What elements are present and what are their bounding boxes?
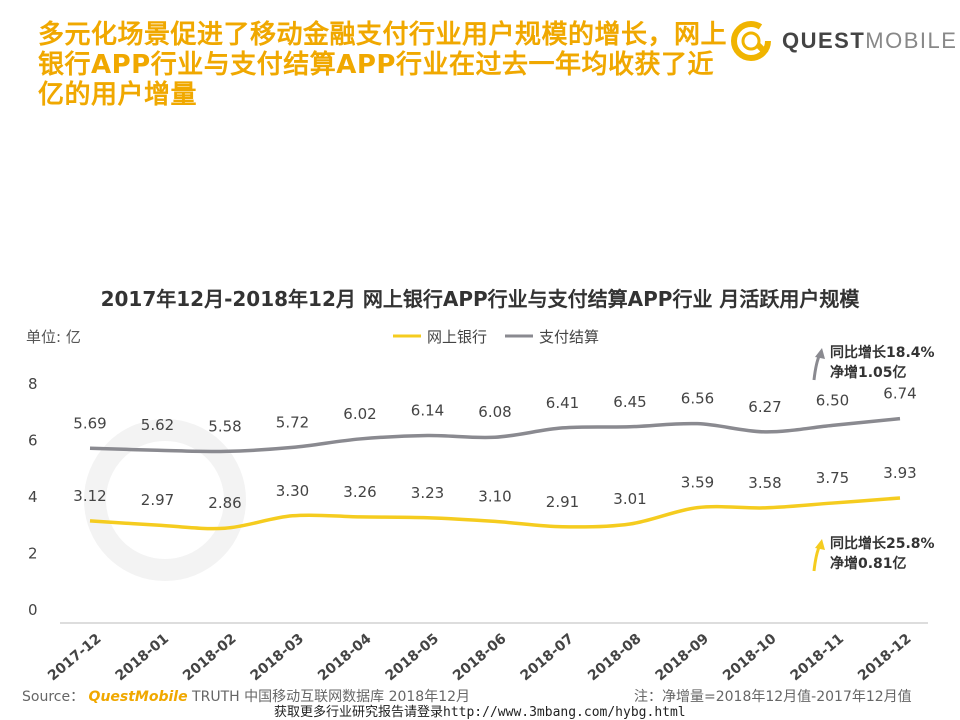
data-label: 3.23 <box>411 484 444 502</box>
y-tick-label: 2 <box>28 545 38 563</box>
watermark-ring <box>84 419 246 581</box>
data-label: 3.26 <box>343 483 376 501</box>
annotation-net: 净增1.05亿 <box>830 364 907 381</box>
x-tick-label: 2018-09 <box>653 631 713 685</box>
y-tick-label: 8 <box>28 375 38 393</box>
unit-label: 单位: 亿 <box>26 328 81 346</box>
data-label: 6.50 <box>816 391 849 409</box>
report-link[interactable]: 获取更多行业研究报告请登录http://www.3mbang.com/hybg.… <box>274 705 686 720</box>
data-label: 3.12 <box>73 487 106 505</box>
series-line <box>89 496 901 531</box>
x-tick-label: 2018-03 <box>248 631 308 685</box>
y-tick-label: 4 <box>28 488 38 506</box>
data-label: 6.74 <box>883 385 916 403</box>
legend-label: 支付结算 <box>539 328 599 346</box>
data-label: 2.91 <box>546 493 579 511</box>
data-label: 6.41 <box>546 394 579 412</box>
data-label: 6.14 <box>411 402 444 420</box>
data-label: 5.62 <box>141 416 174 434</box>
data-label: 3.01 <box>613 490 646 508</box>
series-line <box>89 416 901 454</box>
data-label: 6.45 <box>613 393 646 411</box>
data-label: 5.72 <box>276 413 309 431</box>
x-tick-label: 2018-05 <box>383 631 443 685</box>
growth-arrow-head-icon <box>815 348 825 359</box>
x-tick-label: 2018-02 <box>180 631 240 685</box>
data-label: 2.97 <box>141 491 174 509</box>
growth-arrow-icon <box>812 353 822 381</box>
data-label: 5.69 <box>73 414 106 432</box>
data-label: 3.58 <box>748 474 781 492</box>
data-label: 3.93 <box>883 464 916 482</box>
annotation-growth: 同比增长18.4% <box>830 344 935 361</box>
data-label: 6.02 <box>343 405 376 423</box>
y-tick-label: 0 <box>28 601 38 619</box>
data-label: 6.56 <box>681 390 714 408</box>
source-brand: QuestMobile <box>88 689 188 705</box>
annotation-net: 净增0.81亿 <box>830 555 907 572</box>
source-label: Source： <box>22 689 85 705</box>
data-label: 5.58 <box>208 417 241 435</box>
brand-name-light: MOBILE <box>865 28 958 53</box>
data-label: 3.59 <box>681 474 714 492</box>
x-tick-label: 2018-10 <box>720 631 780 685</box>
x-tick-label: 2018-08 <box>585 631 645 685</box>
data-label: 6.08 <box>478 403 511 421</box>
annotation-growth: 同比增长25.8% <box>830 535 935 552</box>
x-tick-label: 2018-12 <box>855 631 915 685</box>
x-tick-label: 2018-04 <box>315 631 375 685</box>
brand-name: QUESTMOBILE <box>782 28 957 54</box>
source-rest: TRUTH 中国移动互联网数据库 2018年12月 <box>187 689 471 705</box>
legend-label: 网上银行 <box>427 328 487 346</box>
x-tick-label: 2018-06 <box>450 631 510 685</box>
growth-arrow-head-icon <box>815 539 825 550</box>
source-line: Source： QuestMobile TRUTH 中国移动互联网数据库 201… <box>22 686 470 706</box>
x-tick-label: 2017-12 <box>45 631 105 685</box>
brand-name-bold: QUEST <box>782 28 866 53</box>
data-label: 2.86 <box>208 494 241 512</box>
data-label: 6.27 <box>748 398 781 416</box>
data-label: 3.30 <box>276 482 309 500</box>
y-tick-label: 6 <box>28 432 38 450</box>
chart-title: 2017年12月-2018年12月 网上银行APP行业与支付结算APP行业 月活… <box>101 287 861 311</box>
questmobile-logo-icon <box>731 21 771 61</box>
data-label: 3.10 <box>478 487 511 505</box>
x-tick-label: 2018-01 <box>113 631 173 685</box>
x-tick-label: 2018-11 <box>788 631 848 685</box>
brand-logo: QUESTMOBILE <box>728 16 957 66</box>
growth-arrow-icon <box>812 544 822 572</box>
page-headline: 多元化场景促进了移动金融支付行业用户规模的增长，网上银行APP行业与支付结算AP… <box>38 20 728 110</box>
x-tick-label: 2018-07 <box>518 631 578 685</box>
data-label: 3.75 <box>816 469 849 487</box>
footnote: 注：净增量=2018年12月值-2017年12月值 <box>634 689 912 705</box>
